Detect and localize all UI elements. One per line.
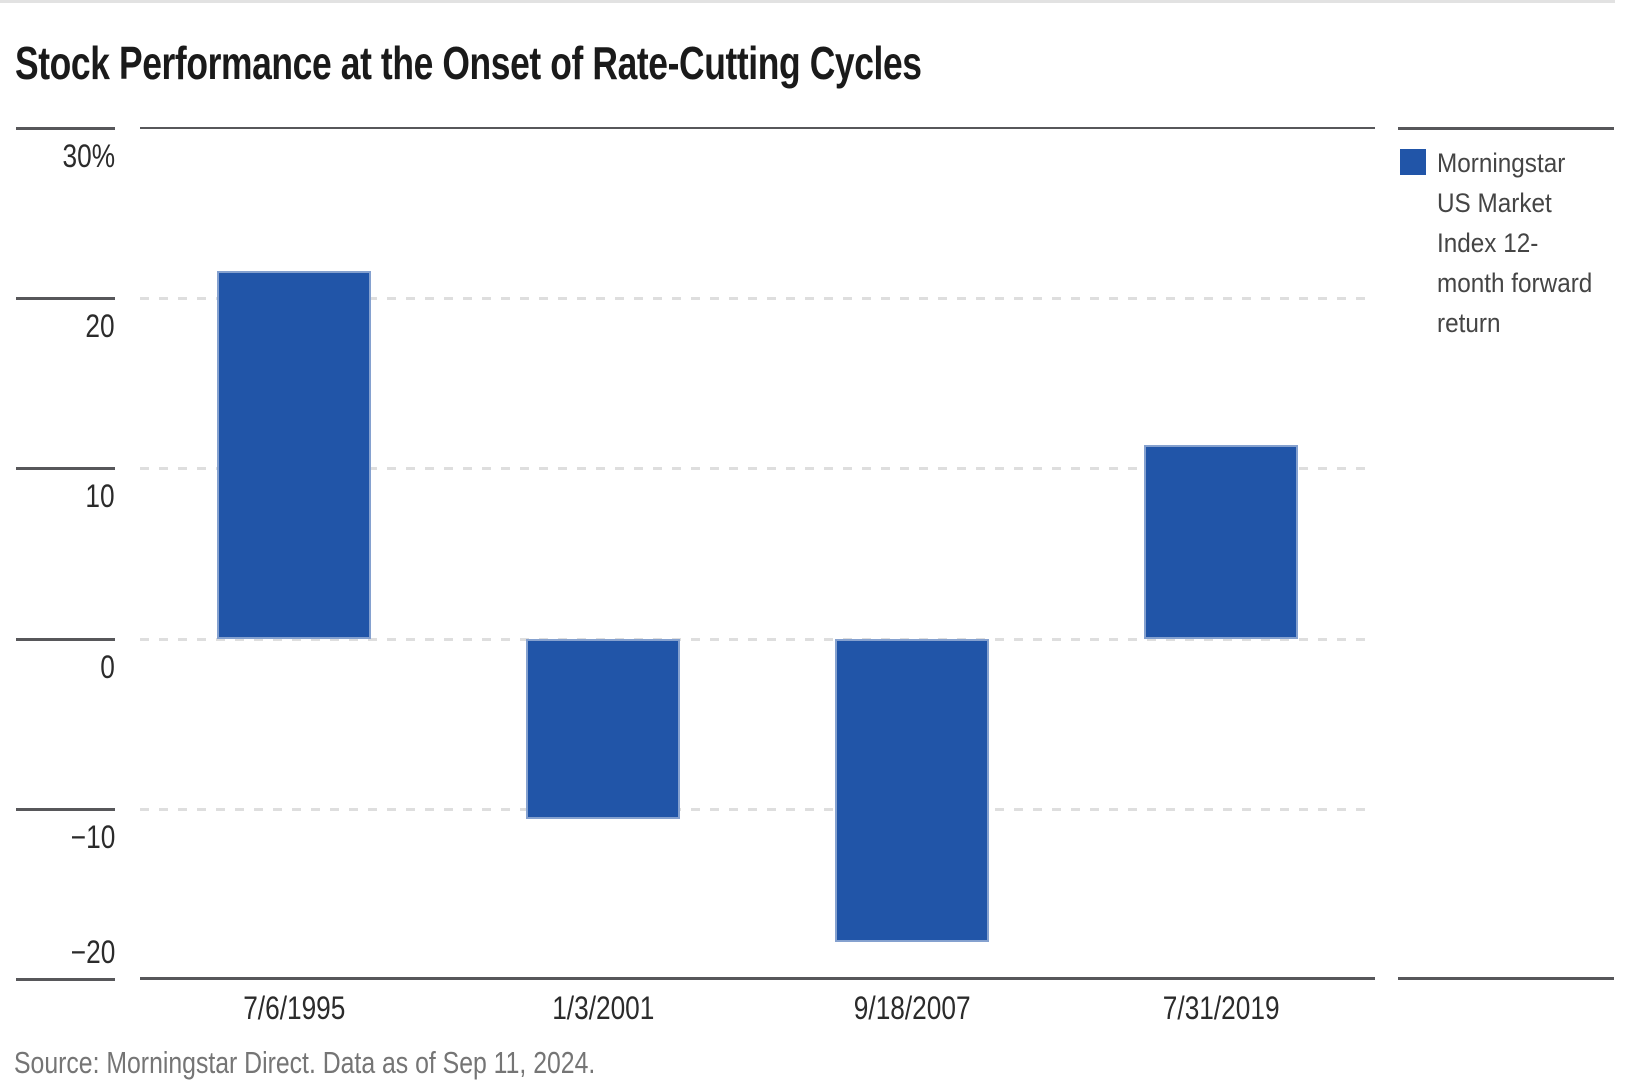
legend-label-line: month forward: [1437, 268, 1593, 298]
plot-area: [140, 128, 1375, 979]
y-axis-tick-label: 20: [85, 308, 115, 344]
legend-top-rule: [1398, 127, 1614, 130]
x-axis-line: [140, 977, 1375, 980]
gridline: [140, 467, 1375, 470]
bar-7/6/1995: [217, 271, 371, 639]
y-axis-tick-label: 0: [100, 649, 115, 685]
x-axis-label: 1/3/2001: [551, 990, 655, 1026]
chart-title: Stock Performance at the Onset of Rate-C…: [15, 37, 922, 89]
y-axis-tick-label: −20: [70, 934, 115, 970]
y-axis-tick-label: −10: [70, 819, 115, 855]
bar-7/31/2019: [1144, 445, 1298, 639]
legend-swatch: [1400, 149, 1426, 175]
y-axis-tick: [16, 297, 115, 300]
legend-label: Morningstar US Market Index 12- month forwa…: [1437, 143, 1637, 343]
y-axis-tick: [16, 127, 115, 130]
gridline: [140, 638, 1375, 641]
y-axis-tick: [16, 978, 115, 981]
x-axis-label: 9/18/2007: [853, 990, 971, 1026]
x-axis-label: 7/31/2019: [1162, 990, 1280, 1026]
legend-label-line: US Market: [1437, 188, 1552, 218]
x-axis-label: 7/6/1995: [242, 990, 346, 1026]
bar-1/3/2001: [526, 639, 680, 819]
y-axis-tick: [16, 808, 115, 811]
gridline: [140, 297, 1375, 300]
legend-label-line: Index 12-: [1437, 228, 1539, 258]
bar-9/18/2007: [835, 639, 989, 942]
y-axis-top-line: [140, 127, 1375, 129]
y-axis-tick: [16, 467, 115, 470]
y-axis-tick-label: 10: [85, 478, 115, 514]
source-note: Source: Morningstar Direct. Data as of S…: [14, 1045, 596, 1080]
gridline: [140, 808, 1375, 811]
y-axis-tick-label: 30%: [62, 138, 115, 174]
legend-bottom-rule: [1398, 977, 1614, 980]
page-top-rule: [0, 0, 1615, 3]
y-axis-tick: [16, 638, 115, 641]
legend-label-line: return: [1437, 308, 1501, 338]
legend-label-line: Morningstar: [1437, 148, 1566, 178]
